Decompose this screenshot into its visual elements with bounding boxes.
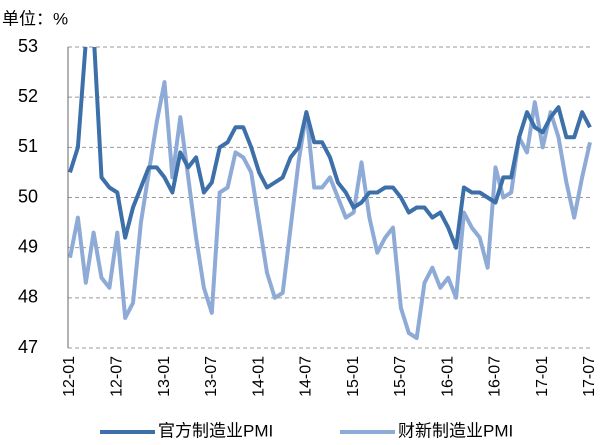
y-tick-label: 48 xyxy=(18,287,38,307)
x-tick-label: 17-07 xyxy=(581,356,598,397)
x-tick-label: 13-07 xyxy=(203,356,220,397)
x-tick-label: 14-01 xyxy=(250,356,267,397)
legend-label: 财新制造业PMI xyxy=(398,421,513,440)
x-tick-label: 15-07 xyxy=(392,356,409,397)
y-axis-label: 单位：% xyxy=(2,9,68,28)
y-tick-label: 52 xyxy=(18,86,38,106)
x-tick-label: 15-01 xyxy=(345,356,362,397)
x-tick-label: 16-07 xyxy=(487,356,504,397)
y-tick-label: 50 xyxy=(18,186,38,206)
x-tick-label: 16-01 xyxy=(439,356,456,397)
x-tick-label: 17-01 xyxy=(534,356,551,397)
y-tick-label: 49 xyxy=(18,236,38,256)
x-tick-label: 12-07 xyxy=(108,356,125,397)
series-line xyxy=(68,80,592,340)
series-line xyxy=(68,47,592,250)
x-tick-label: 13-01 xyxy=(156,356,173,397)
plot-area xyxy=(68,47,592,340)
legend-label: 官方制造业PMI xyxy=(158,421,273,440)
x-tick-label: 12-01 xyxy=(61,356,78,397)
y-tick-label: 47 xyxy=(18,337,38,357)
y-tick-label: 51 xyxy=(18,136,38,156)
y-tick-label: 53 xyxy=(18,36,38,56)
x-tick-label: 14-07 xyxy=(298,356,315,397)
